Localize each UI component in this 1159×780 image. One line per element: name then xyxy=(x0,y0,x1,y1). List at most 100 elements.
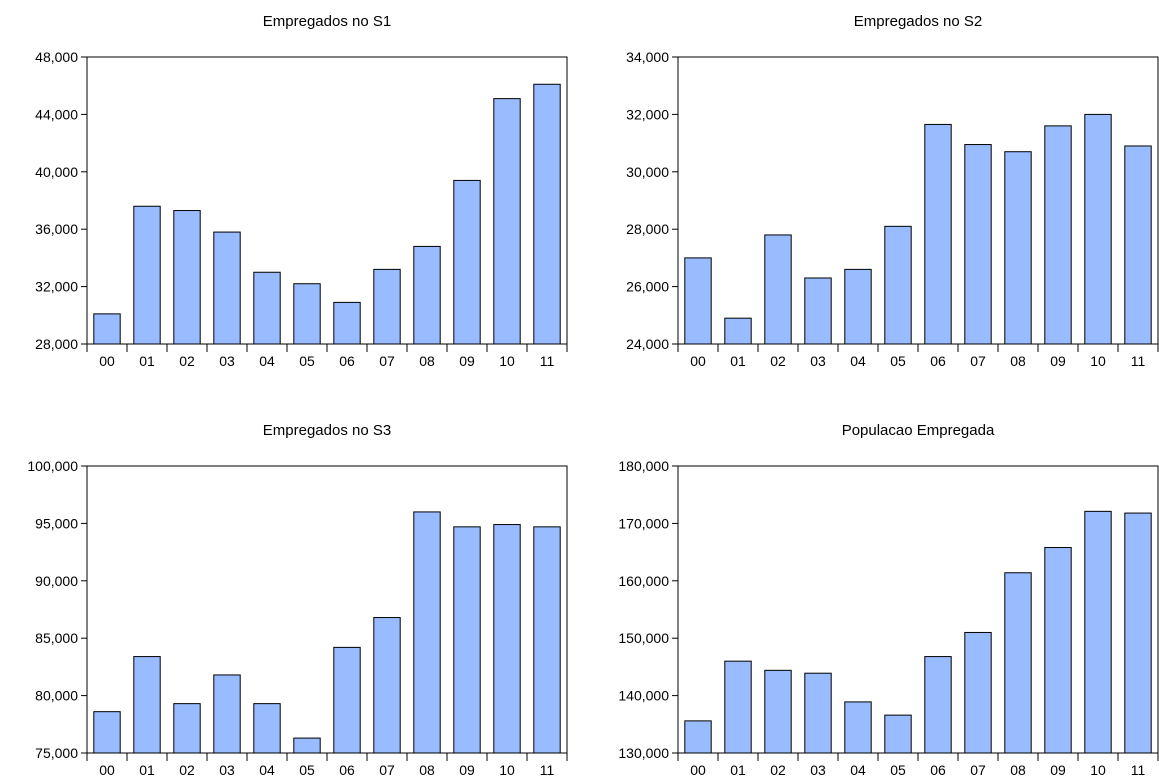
x-tick-label: 10 xyxy=(1090,353,1106,369)
x-tick-label: 04 xyxy=(259,353,275,369)
bar-05 xyxy=(884,714,912,754)
bar-01 xyxy=(133,656,161,754)
bar-11 xyxy=(533,83,561,345)
bar-05 xyxy=(884,225,912,345)
x-tick-label: 09 xyxy=(459,762,475,778)
chart-title: Populacao Empregada xyxy=(842,422,995,439)
bar-02 xyxy=(173,210,201,345)
y-tick-label: 90,000 xyxy=(35,573,78,589)
chart-panel-3: Empregados no S3 75,000 80,000 85,000 90,000… xyxy=(27,422,568,778)
bar-09 xyxy=(1044,125,1072,345)
x-tick-label: 11 xyxy=(540,762,555,778)
x-tick-label: 08 xyxy=(419,353,435,369)
x-tick-label: 02 xyxy=(179,353,195,369)
x-tick-label: 11 xyxy=(540,353,555,369)
x-tick-label: 08 xyxy=(1010,353,1026,369)
bar-06 xyxy=(333,646,361,754)
bar-09 xyxy=(1044,547,1072,754)
bar-03 xyxy=(213,231,241,345)
y-tick-label: 170,000 xyxy=(618,515,669,531)
y-tick-label: 80,000 xyxy=(35,688,78,704)
x-tick-label: 04 xyxy=(259,762,275,778)
x-tick-label: 08 xyxy=(419,762,435,778)
bar-09 xyxy=(453,526,481,754)
y-tick-label: 48,000 xyxy=(35,49,78,65)
bar-02 xyxy=(764,234,792,345)
bar-11 xyxy=(533,526,561,754)
x-tick-label: 05 xyxy=(890,762,906,778)
y-tick-label: 26,000 xyxy=(626,279,669,295)
bar-01 xyxy=(724,660,752,754)
x-tick-label: 00 xyxy=(690,762,706,778)
x-tick-label: 11 xyxy=(1131,762,1146,778)
bar-08 xyxy=(1004,151,1032,345)
bar-03 xyxy=(213,674,241,754)
x-tick-label: 09 xyxy=(1050,762,1066,778)
x-tick-label: 10 xyxy=(499,353,515,369)
bar-06 xyxy=(333,301,361,345)
bar-07 xyxy=(373,268,401,345)
y-tick-label: 140,000 xyxy=(618,688,669,704)
y-tick-label: 36,000 xyxy=(35,221,78,237)
y-tick-label: 150,000 xyxy=(618,630,669,646)
x-tick-label: 08 xyxy=(1010,762,1026,778)
x-tick-label: 03 xyxy=(219,762,235,778)
bar-00 xyxy=(93,711,121,754)
bar-04 xyxy=(844,701,872,754)
bar-03 xyxy=(804,277,832,345)
x-tick-label: 07 xyxy=(379,762,395,778)
x-tick-label: 07 xyxy=(379,353,395,369)
bar-02 xyxy=(764,669,792,754)
bar-08 xyxy=(413,245,441,345)
chart-title: Empregados no S1 xyxy=(263,13,391,30)
x-tick-label: 01 xyxy=(139,353,155,369)
y-tick-label: 44,000 xyxy=(35,106,78,122)
x-tick-label: 06 xyxy=(930,762,946,778)
x-tick-label: 06 xyxy=(930,353,946,369)
bar-07 xyxy=(964,144,992,345)
x-tick-label: 10 xyxy=(1090,762,1106,778)
bar-09 xyxy=(453,179,481,345)
x-tick-label: 07 xyxy=(970,762,986,778)
x-tick-label: 00 xyxy=(690,353,706,369)
bar-00 xyxy=(684,257,712,345)
y-tick-label: 28,000 xyxy=(626,221,669,237)
bar-10 xyxy=(1084,113,1112,345)
bar-04 xyxy=(844,268,872,345)
bar-02 xyxy=(173,703,201,754)
x-tick-label: 05 xyxy=(890,353,906,369)
chart-panel-1: Empregados no S1 28,000 32,000 36,000 40,000… xyxy=(35,13,568,369)
x-tick-label: 03 xyxy=(810,353,826,369)
y-tick-label: 180,000 xyxy=(618,458,669,474)
x-tick-label: 03 xyxy=(810,762,826,778)
bar-01 xyxy=(133,205,161,345)
chart-title: Empregados no S3 xyxy=(263,422,391,439)
bar-10 xyxy=(1084,510,1112,754)
bar-06 xyxy=(924,123,952,345)
y-tick-label: 32,000 xyxy=(626,106,669,122)
y-tick-label: 95,000 xyxy=(35,515,78,531)
y-tick-label: 130,000 xyxy=(618,745,669,761)
x-tick-label: 03 xyxy=(219,353,235,369)
x-tick-label: 02 xyxy=(770,353,786,369)
bar-03 xyxy=(804,672,832,754)
chart-panel-2: Empregados no S2 24,000 26,000 28,000 30,000… xyxy=(626,13,1159,369)
x-tick-label: 00 xyxy=(99,353,115,369)
bar-07 xyxy=(964,631,992,754)
bar-04 xyxy=(253,271,281,345)
bar-06 xyxy=(924,656,952,754)
x-tick-label: 06 xyxy=(339,353,355,369)
bar-05 xyxy=(293,283,321,345)
y-tick-label: 75,000 xyxy=(35,745,78,761)
x-tick-label: 01 xyxy=(730,762,746,778)
x-tick-label: 10 xyxy=(499,762,515,778)
chart-panel-4: Populacao Empregada 130,000 140,000 150,000… xyxy=(618,422,1159,778)
y-tick-label: 85,000 xyxy=(35,630,78,646)
x-tick-label: 05 xyxy=(299,353,315,369)
bar-08 xyxy=(1004,572,1032,754)
bar-11 xyxy=(1124,512,1152,754)
y-tick-label: 30,000 xyxy=(626,164,669,180)
bar-01 xyxy=(724,317,752,345)
x-tick-label: 06 xyxy=(339,762,355,778)
bar-00 xyxy=(684,720,712,754)
